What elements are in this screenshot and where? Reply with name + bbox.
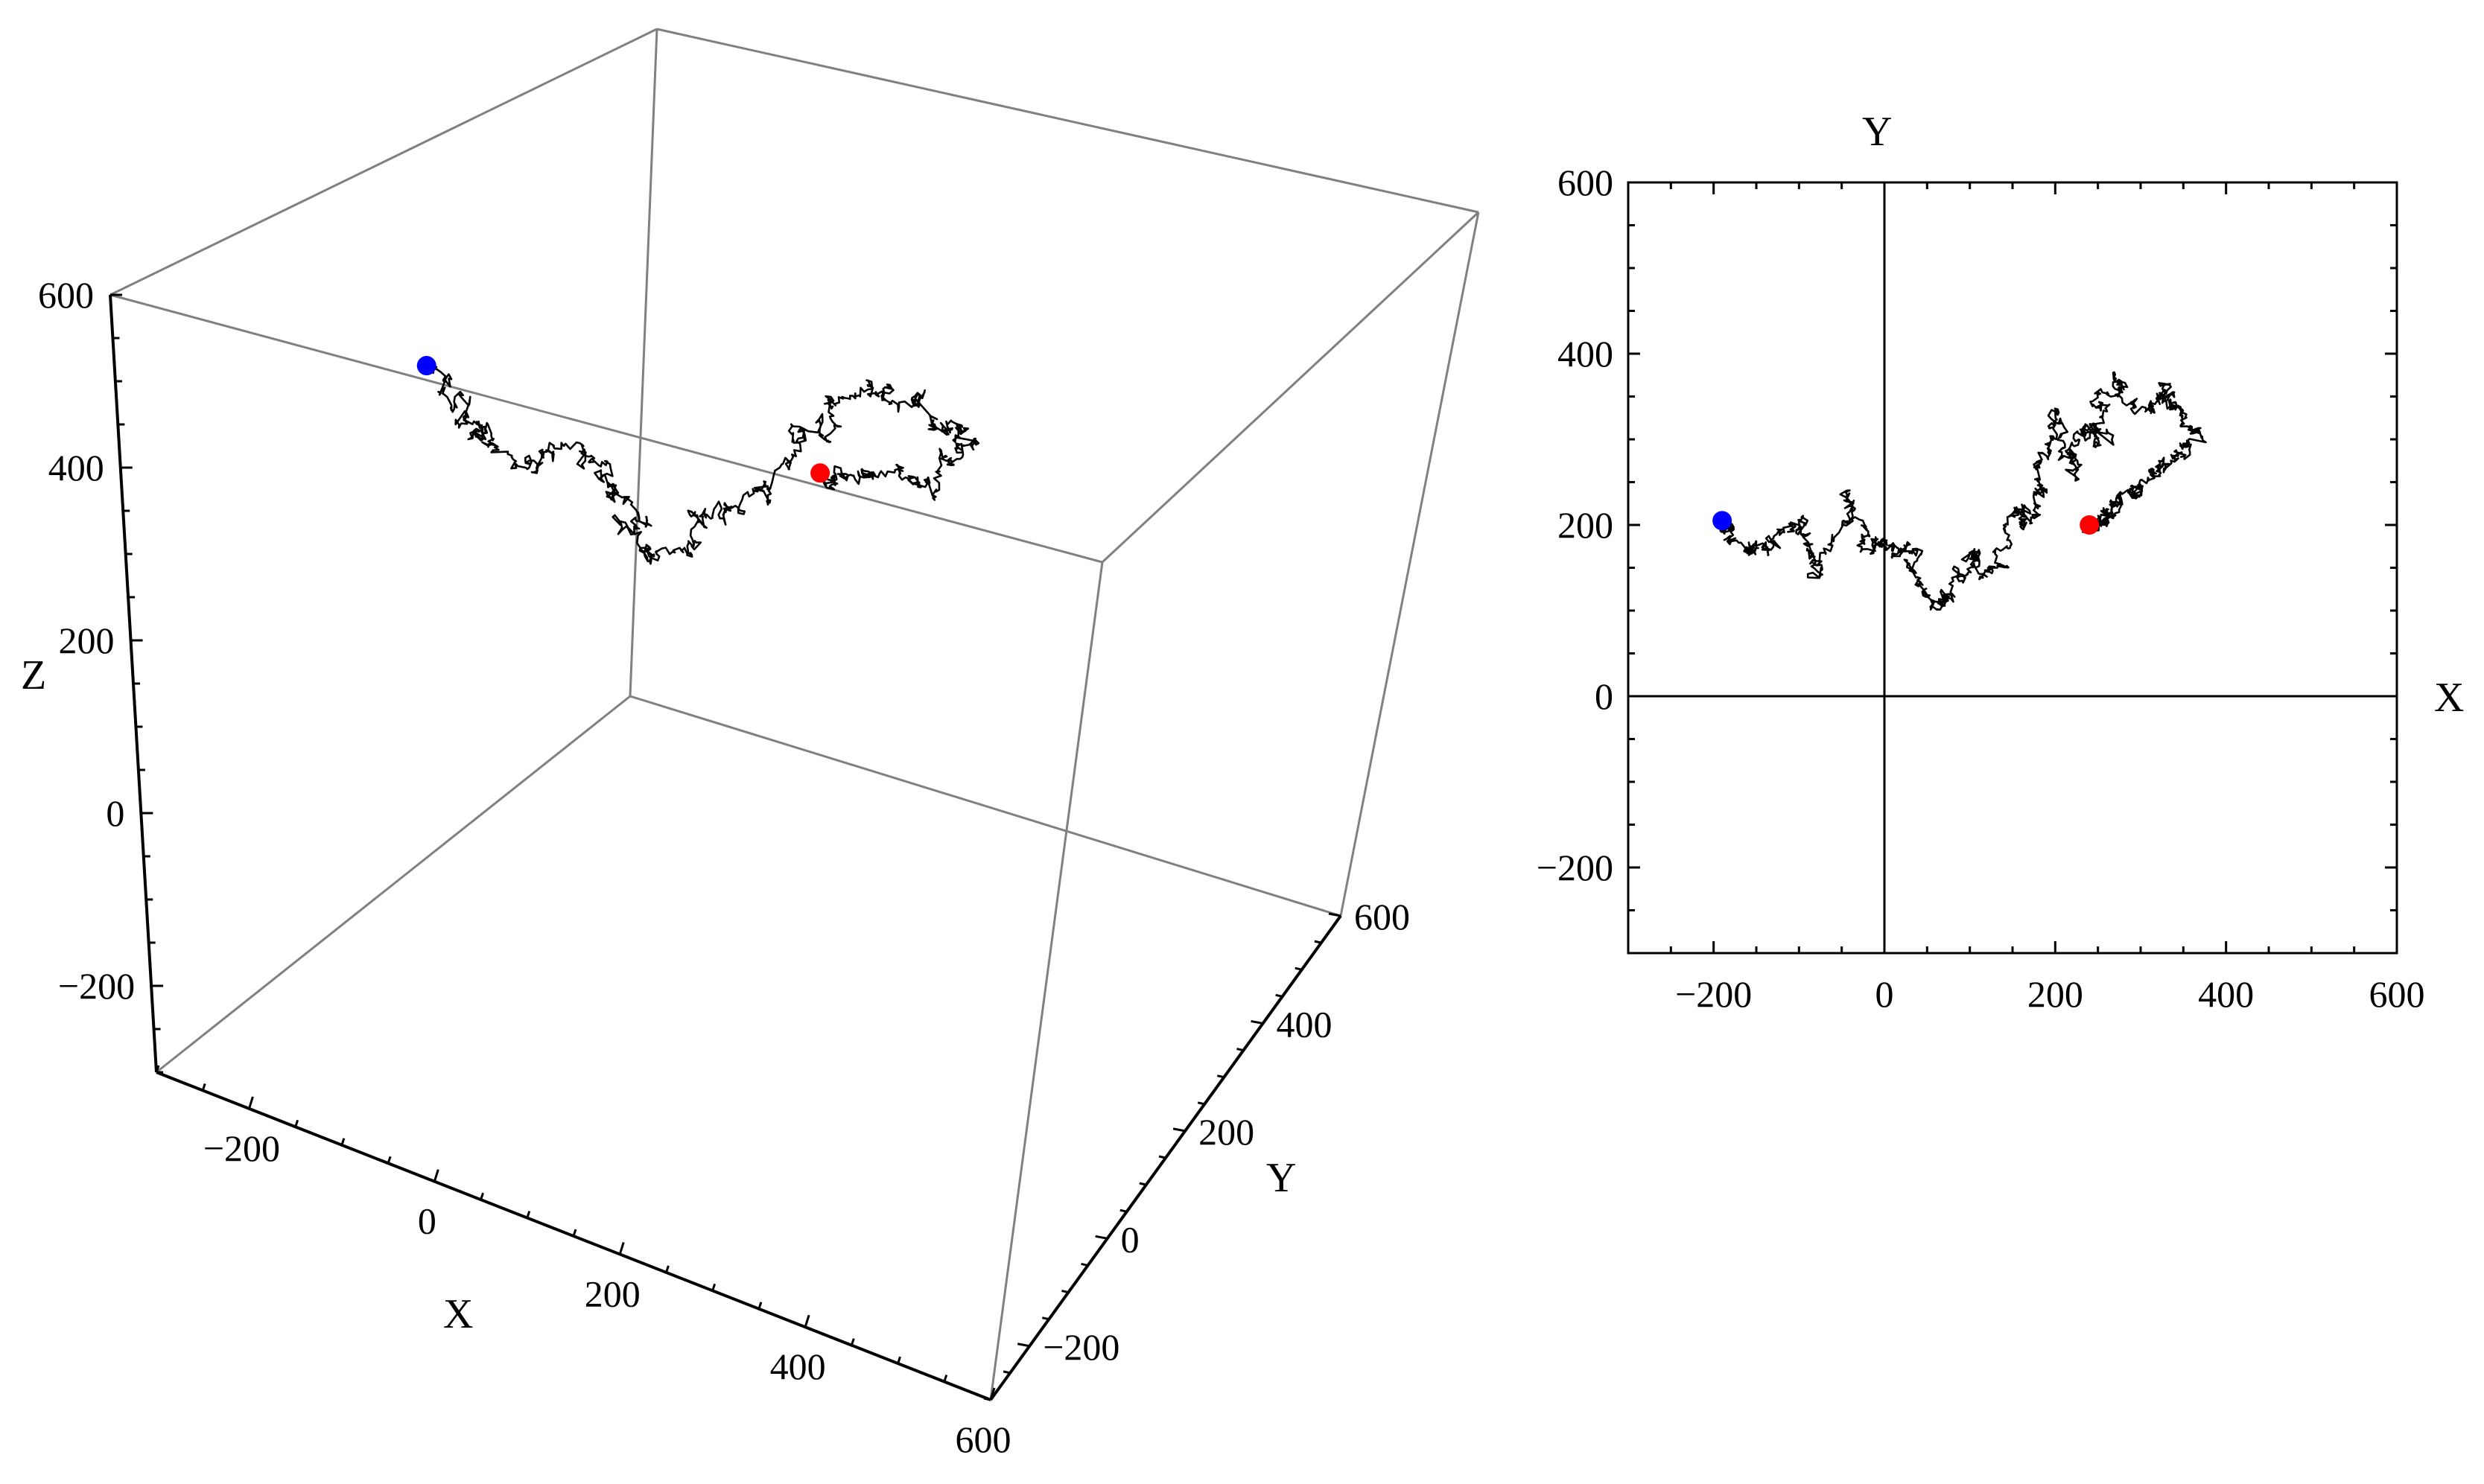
box-3d <box>109 28 1480 1401</box>
end-point-3d <box>810 463 830 483</box>
x-tick <box>572 1229 577 1237</box>
z-tick-label: 400 <box>48 447 104 488</box>
x-tick-label: 400 <box>2198 973 2254 1015</box>
y-tick <box>1251 1019 1263 1025</box>
z-axis-label-3d: Z <box>21 652 46 698</box>
x-tick <box>340 1138 346 1146</box>
x-tick <box>618 1241 625 1255</box>
ticks-3d <box>110 293 1341 1401</box>
y-tick-label: 0 <box>1595 675 1613 717</box>
y-tick-label: −200 <box>1043 1326 1119 1368</box>
y-tick <box>1172 1127 1186 1133</box>
x-tick <box>155 1065 160 1073</box>
x-tick-label: 0 <box>1875 973 1894 1015</box>
x-tick <box>850 1338 855 1346</box>
y-tick <box>1236 1048 1244 1052</box>
panel-xy-projection: −200 0 200 400 600 −200 0 200 400 600 X Y <box>1537 109 2465 1015</box>
ticks-2d <box>1627 181 2398 955</box>
x-tick-label: −200 <box>1675 973 1752 1015</box>
box-edge <box>156 695 631 1074</box>
y-tick-label: 200 <box>1557 504 1613 546</box>
x-tick <box>480 1192 484 1200</box>
box-edge <box>109 28 658 296</box>
y-tick <box>1061 1290 1069 1294</box>
start-point-3d <box>416 356 436 376</box>
y-tick-label: 200 <box>1198 1111 1254 1153</box>
start-point-xy <box>1712 511 1732 531</box>
y-tick-label: 600 <box>1354 896 1410 937</box>
y-axis-label-2d: Y <box>1862 109 1892 155</box>
x-axis-label-2d: X <box>2434 675 2464 721</box>
x-tick-label: 600 <box>2369 973 2425 1015</box>
x-tick <box>248 1096 254 1109</box>
end-point-xy <box>2080 515 2100 535</box>
x-tick <box>989 1387 996 1401</box>
z-tick-label: 0 <box>106 792 124 834</box>
plot-frame-2d <box>1627 181 2398 955</box>
y-tick <box>983 1397 991 1401</box>
z-tick-label: 600 <box>38 274 94 316</box>
x-tick <box>897 1356 901 1364</box>
y-tick <box>1042 1316 1049 1321</box>
box-edge <box>1101 211 1480 564</box>
y-tick <box>1158 1155 1166 1159</box>
x-tick-label: 0 <box>418 1200 436 1242</box>
y-tick <box>1197 1101 1205 1106</box>
x-tick <box>804 1314 810 1328</box>
y-tick <box>1081 1262 1088 1267</box>
tick-labels-3d: −200 0 200 400 600 −200 0 200 400 600 −200 0 200 400 6… <box>38 274 1410 1460</box>
walk-xy-path <box>1718 371 2207 611</box>
box-edge <box>989 561 1104 1401</box>
x-tick-label: −200 <box>203 1127 280 1169</box>
x-tick <box>665 1265 670 1273</box>
y-tick-label: 600 <box>1557 162 1613 203</box>
x-tick-label: 600 <box>956 1418 1011 1460</box>
y-tick <box>1275 993 1283 998</box>
tick-labels-2d: −200 0 200 400 600 −200 0 200 400 600 <box>1537 162 2425 1015</box>
panel-3d-walk: −200 0 200 400 600 −200 0 200 400 600 −200 0 200 400 6… <box>21 28 1480 1460</box>
y-tick-label: −200 <box>1537 847 1613 888</box>
z-tick-label: −200 <box>58 965 135 1007</box>
y-tick <box>1095 1235 1108 1240</box>
x-tick-label: 200 <box>2027 973 2083 1015</box>
box-edge <box>656 28 1479 214</box>
x-tick-label: 200 <box>585 1273 641 1314</box>
box-edge <box>109 293 1103 564</box>
y-tick-label: 400 <box>1557 333 1613 375</box>
y-tick <box>1328 912 1341 917</box>
x-tick <box>433 1169 439 1182</box>
x-tick-label: 400 <box>770 1346 826 1387</box>
y-tick-label: 400 <box>1277 1003 1332 1045</box>
box-edge <box>629 695 1341 917</box>
x-tick <box>526 1211 531 1219</box>
y-tick-label: 0 <box>1121 1218 1140 1260</box>
x-tick <box>201 1083 206 1091</box>
y-axis-label-3d: Y <box>1266 1155 1296 1201</box>
y-tick <box>1017 1343 1030 1348</box>
x-tick <box>711 1283 717 1291</box>
z-tick-label: 200 <box>59 620 115 661</box>
y-tick <box>1003 1370 1011 1375</box>
y-tick <box>1217 1074 1224 1079</box>
y-tick <box>1295 966 1303 971</box>
y-tick <box>1314 940 1322 944</box>
x-tick <box>387 1156 392 1164</box>
x-axis-label-3d: X <box>443 1291 473 1337</box>
x-tick <box>943 1375 948 1383</box>
x-tick <box>294 1119 299 1127</box>
x-tick <box>757 1302 763 1310</box>
y-tick <box>1139 1182 1147 1186</box>
box-edge <box>1339 211 1480 917</box>
box-edge <box>629 28 658 697</box>
y-tick <box>1119 1208 1128 1213</box>
walk-3d-path <box>426 360 980 565</box>
